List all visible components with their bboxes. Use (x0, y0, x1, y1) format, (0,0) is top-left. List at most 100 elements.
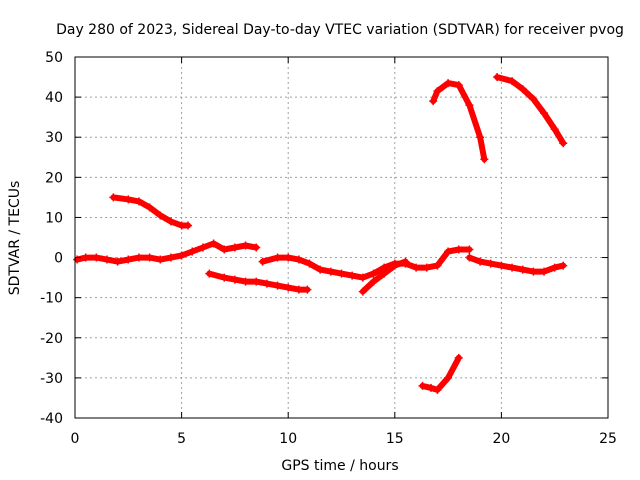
data-point (358, 287, 367, 296)
data-point (518, 265, 527, 274)
data-point (433, 385, 442, 394)
data-point (177, 251, 186, 260)
data-point (390, 261, 399, 270)
data-point (166, 253, 175, 262)
series-line-arc-3 (206, 270, 311, 293)
data-point (508, 77, 517, 86)
series-line-arc-4 (259, 246, 473, 281)
data-point (358, 273, 367, 282)
data-point (81, 253, 90, 262)
plot-frame (74, 56, 609, 419)
data-point (508, 263, 517, 272)
data-point (188, 247, 197, 256)
data-point (559, 261, 568, 270)
data-point (209, 239, 218, 248)
data-point (497, 261, 506, 270)
series-line-arc-9 (419, 354, 462, 393)
data-point (444, 373, 453, 382)
x-tick-label: 0 (71, 431, 80, 447)
data-point (109, 193, 118, 202)
data-point (230, 243, 239, 252)
y-tick-label: 0 (54, 251, 63, 267)
data-point (412, 263, 421, 272)
data-point (493, 73, 502, 82)
data-point (444, 79, 453, 88)
data-point (303, 285, 312, 294)
data-point (540, 267, 549, 276)
data-point (433, 261, 442, 270)
y-tick-label: -30 (40, 371, 63, 387)
data-point (418, 381, 427, 390)
data-point (156, 255, 165, 264)
data-point (465, 253, 474, 262)
data-point (294, 285, 303, 294)
data-point (305, 259, 314, 268)
y-tick-label: -10 (40, 291, 63, 307)
data-point (401, 257, 410, 266)
x-tick-label: 20 (492, 431, 510, 447)
y-tick-label: 30 (45, 130, 63, 146)
y-tick-label: 40 (45, 90, 63, 106)
data-point (550, 263, 559, 272)
data-point (205, 269, 214, 278)
data-point (258, 257, 267, 266)
x-tick-label: 10 (279, 431, 297, 447)
data-point (518, 85, 527, 94)
data-point (273, 253, 282, 262)
data-point (145, 253, 154, 262)
data-point (427, 383, 436, 392)
data-point (559, 139, 568, 148)
data-point (220, 273, 229, 282)
x-axis-label: GPS time / hours (281, 458, 398, 474)
data-point (124, 195, 133, 204)
data-point (134, 197, 143, 206)
data-point (124, 255, 133, 264)
data-point (241, 241, 250, 250)
data-point (252, 277, 261, 286)
x-tick-label: 25 (599, 431, 617, 447)
data-point (540, 109, 549, 118)
data-point (480, 155, 489, 164)
data-point (326, 267, 335, 276)
data-point (550, 125, 559, 134)
data-point (183, 221, 192, 230)
data-point (380, 269, 389, 278)
data-point (166, 217, 175, 226)
data-point (369, 277, 378, 286)
data-point (284, 253, 293, 262)
y-tick-label: 10 (45, 210, 63, 226)
series-line-arc-8 (494, 74, 567, 147)
data-point (73, 255, 82, 264)
data-point (252, 243, 261, 252)
data-point (102, 255, 111, 264)
x-tick-label: 5 (177, 431, 186, 447)
data-point (230, 275, 239, 284)
data-point (465, 245, 474, 254)
y-tick-label: 20 (45, 170, 63, 186)
data-point (454, 81, 463, 90)
data-point (529, 95, 538, 104)
data-point (156, 211, 165, 220)
data-point (316, 265, 325, 274)
data-point (337, 269, 346, 278)
series-line-arc-2 (110, 194, 191, 229)
data-point (433, 87, 442, 96)
data-point (422, 263, 431, 272)
series-line-arc-7 (466, 254, 567, 275)
axis-ticks: 0 5 10 15 20 25 -40 -30 -20 -10 0 10 20 30 40 50 (40, 50, 617, 447)
chart-title: Day 280 of 2023, Sidereal Day-to-day VTE… (56, 22, 624, 38)
data-point (113, 257, 122, 266)
data-point (134, 253, 143, 262)
x-tick-label: 15 (386, 431, 404, 447)
y-tick-label: -40 (40, 411, 63, 427)
y-tick-label: 50 (45, 50, 63, 66)
data-point (294, 255, 303, 264)
data-point (476, 257, 485, 266)
data-point (476, 133, 485, 142)
data-point (486, 259, 495, 268)
series-line-arc-6 (430, 80, 488, 163)
data-point (273, 281, 282, 290)
data-point (92, 253, 101, 262)
data-point (241, 277, 250, 286)
